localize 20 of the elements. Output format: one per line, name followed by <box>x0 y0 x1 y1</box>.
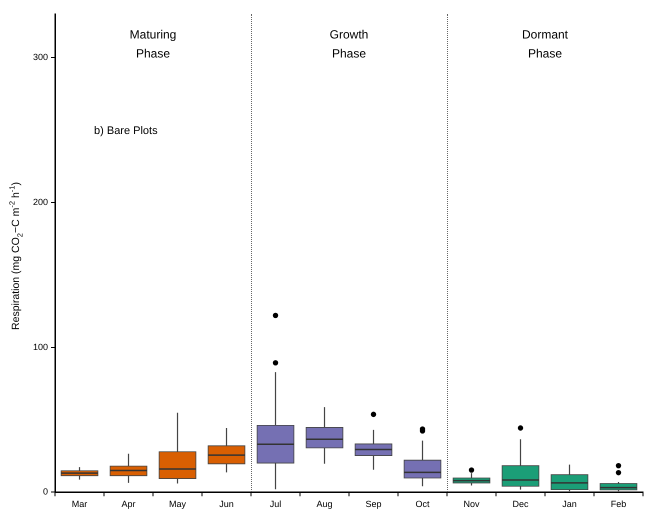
annotation: Dormant Phase <box>522 27 569 60</box>
y-tick-label: 300 <box>32 52 48 62</box>
x-tick-label: Mar <box>72 499 88 510</box>
x-tick-label: Dec <box>512 499 529 510</box>
y-tick-label: 100 <box>32 342 48 352</box>
x-tick-label: May <box>169 499 187 510</box>
x-tick-label: Sep <box>366 499 382 510</box>
x-tick-label: Oct <box>416 499 430 510</box>
x-tick-label: Nov <box>463 499 480 510</box>
y-tick-label: 0 <box>43 486 48 497</box>
x-tick-label: Aug <box>316 499 333 510</box>
annotation: Growth Phase <box>330 27 368 60</box>
y-tick-label: 200 <box>32 196 48 207</box>
annotation: Maturing Phase <box>130 27 176 60</box>
x-tick-label: Jan <box>562 499 577 510</box>
annotation: b) Bare Plots <box>94 125 158 138</box>
x-tick-label: Jun <box>219 499 234 510</box>
x-tick-label: Jul <box>270 499 282 510</box>
x-tick-label: Apr <box>122 499 136 510</box>
x-tick-label: Feb <box>610 499 626 510</box>
